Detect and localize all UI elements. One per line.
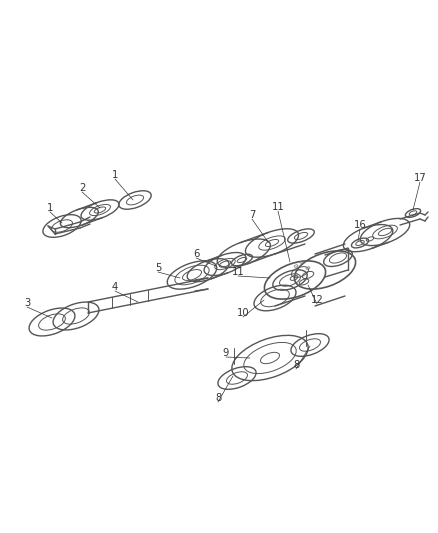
Text: 2: 2 [79,183,85,193]
Text: 8: 8 [293,360,299,370]
Text: 11: 11 [232,267,244,277]
Text: 4: 4 [112,282,118,292]
Text: 12: 12 [311,295,323,305]
Text: 7: 7 [249,210,255,220]
Text: 3: 3 [24,298,30,308]
Text: 6: 6 [193,249,199,259]
Text: 10: 10 [237,308,249,318]
Text: 5: 5 [155,263,161,273]
Text: 1: 1 [112,170,118,180]
Text: 16: 16 [353,220,366,230]
Text: 11: 11 [272,202,284,212]
Text: 9: 9 [223,348,229,358]
Text: 17: 17 [413,173,426,183]
Text: 8: 8 [215,393,221,403]
Text: 1: 1 [47,203,53,213]
